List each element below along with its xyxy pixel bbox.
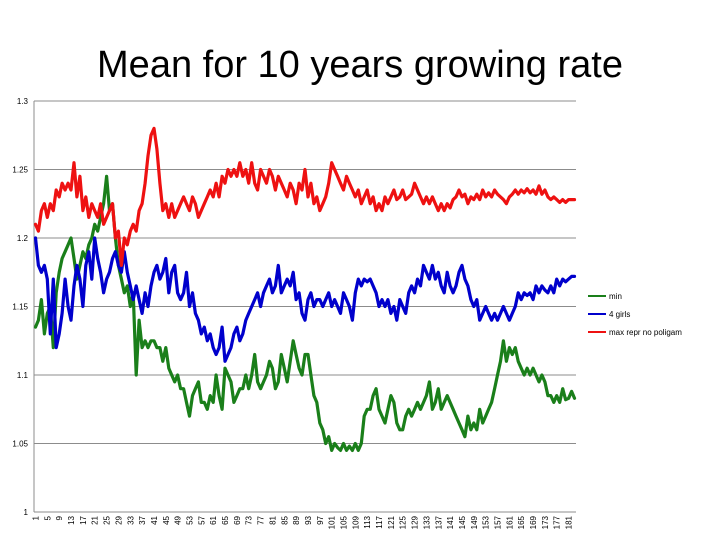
y-tick-label: 1.3	[17, 97, 29, 106]
y-tick-label: 1.2	[17, 234, 29, 243]
y-tick-label: 1	[24, 508, 29, 517]
axes	[33, 101, 576, 513]
x-tick-label: 121	[387, 515, 396, 529]
x-tick-label: 25	[103, 515, 112, 524]
x-tick-label: 69	[233, 515, 242, 524]
x-tick-label: 145	[458, 515, 467, 529]
x-tick-label: 125	[399, 515, 408, 529]
series-line-max-repr-no-poligam	[33, 126, 577, 267]
x-tick-label: 101	[328, 515, 337, 529]
x-tick-label: 49	[174, 515, 183, 524]
x-tick-label: 129	[411, 515, 420, 529]
y-tick-label: 1.25	[12, 166, 28, 175]
x-tick-label: 153	[482, 515, 491, 529]
legend-label: min	[609, 292, 622, 301]
legend-label: max repr no poligam	[609, 328, 682, 337]
x-tick-label: 13	[67, 515, 76, 524]
y-tick-label: 1.1	[17, 371, 29, 380]
chart-title: Mean for 10 years growing rate	[97, 44, 623, 86]
y-tick-label: 1.05	[12, 440, 28, 449]
x-tick-label: 61	[209, 515, 218, 524]
x-tick-label: 161	[505, 515, 514, 529]
x-tick-label: 1	[31, 515, 40, 520]
x-tick-label: 73	[245, 515, 254, 524]
x-tick-label: 109	[351, 515, 360, 529]
x-tick-label: 5	[43, 515, 52, 520]
x-axis-ticks: 1 5 9 13 17 21 25 29 33 37 41 45 49 53 57 61 65 69 73 77 81 8…	[31, 515, 573, 529]
x-tick-label: 113	[363, 515, 372, 528]
x-tick-label: 97	[316, 515, 325, 524]
x-tick-label: 89	[292, 515, 301, 524]
x-tick-label: 9	[55, 515, 64, 520]
series-line-min	[33, 174, 577, 452]
series-lines	[33, 126, 577, 452]
x-tick-label: 133	[422, 515, 431, 529]
legend: min 4 girls max repr no poligam	[588, 292, 682, 337]
legend-label: 4 girls	[609, 310, 630, 319]
x-tick-label: 77	[257, 515, 266, 524]
x-tick-label: 45	[162, 515, 171, 524]
y-axis-ticks: 1 1.05 1.1 1.15 1.2 1.25 1.3	[12, 97, 28, 517]
x-tick-label: 149	[470, 515, 479, 529]
x-tick-label: 37	[138, 515, 147, 524]
gridlines	[34, 100, 576, 513]
x-tick-label: 53	[185, 515, 194, 524]
x-tick-label: 137	[434, 515, 443, 529]
x-tick-label: 17	[79, 515, 88, 524]
x-tick-label: 65	[221, 515, 230, 524]
x-tick-label: 157	[494, 515, 503, 529]
series-line-4-girls	[33, 236, 577, 363]
y-tick-label: 1.15	[12, 303, 28, 312]
x-tick-label: 81	[268, 515, 277, 524]
x-tick-label: 141	[446, 515, 455, 529]
x-tick-label: 85	[280, 515, 289, 524]
x-tick-label: 177	[553, 515, 562, 529]
x-tick-label: 29	[114, 515, 123, 524]
x-tick-label: 181	[565, 515, 574, 529]
x-tick-label: 93	[304, 515, 313, 524]
x-tick-label: 105	[340, 515, 349, 529]
x-tick-label: 173	[541, 515, 550, 529]
x-tick-label: 117	[375, 515, 384, 528]
x-tick-label: 57	[197, 515, 206, 524]
x-tick-label: 41	[150, 515, 159, 524]
x-tick-label: 21	[91, 515, 100, 524]
x-tick-label: 169	[529, 515, 538, 529]
x-tick-label: 33	[126, 515, 135, 524]
x-tick-label: 165	[517, 515, 526, 529]
